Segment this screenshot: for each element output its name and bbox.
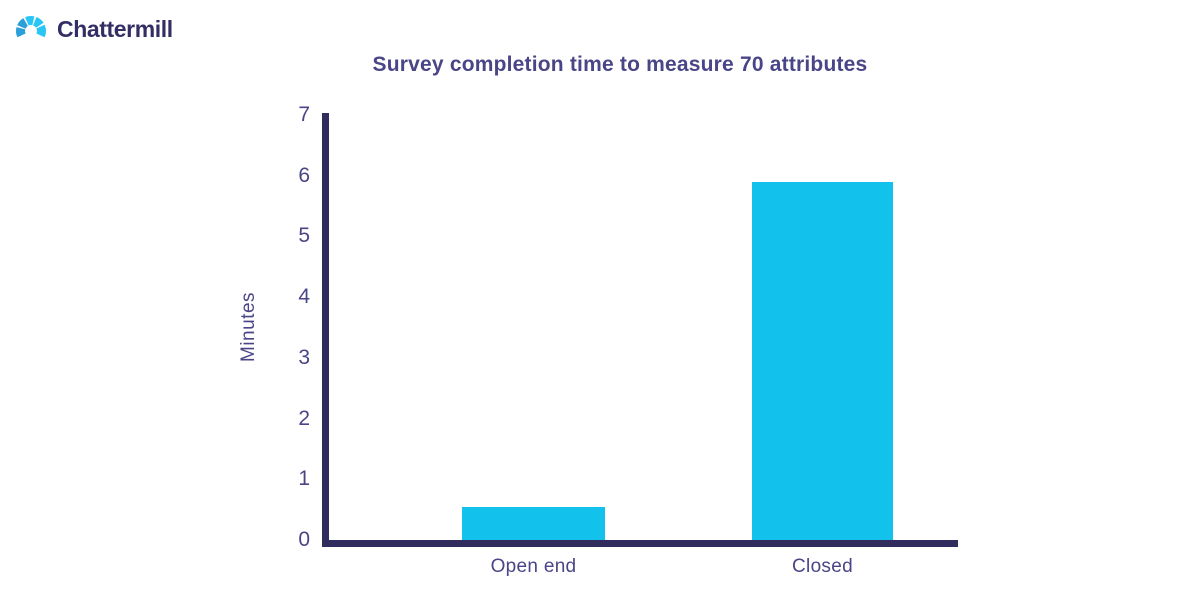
y-tick-labels: 0 1 2 3 4 5 6 7: [260, 103, 310, 551]
chart-title: Survey completion time to measure 70 att…: [372, 53, 868, 76]
logo-segment: [36, 24, 46, 38]
logo-segment: [33, 17, 44, 28]
x-tick-label: Closed: [792, 556, 853, 577]
brand-wordmark: Chattermill: [57, 15, 173, 42]
chattermill-logo-icon: [15, 16, 46, 38]
logo-segment: [15, 27, 26, 38]
logo-segment: [25, 16, 35, 26]
y-tick-label: 2: [298, 406, 310, 430]
bar-open-end: [462, 507, 605, 540]
y-tick-label: 3: [298, 345, 310, 369]
bars-container: [329, 113, 958, 540]
y-tick-label: 4: [298, 285, 310, 309]
bar-closed: [752, 182, 893, 540]
plot-area: [322, 113, 958, 547]
brand-header: Chattermill: [14, 12, 173, 46]
x-tick-label: Open end: [490, 556, 577, 577]
x-category-labels: Open end Closed: [329, 556, 958, 582]
y-tick-label: 5: [298, 224, 310, 248]
y-tick-label: 6: [298, 163, 310, 187]
y-tick-label: 0: [298, 528, 310, 551]
logo-segment: [17, 18, 28, 29]
y-tick-label: 7: [298, 103, 310, 126]
y-tick-label: 1: [298, 467, 310, 491]
